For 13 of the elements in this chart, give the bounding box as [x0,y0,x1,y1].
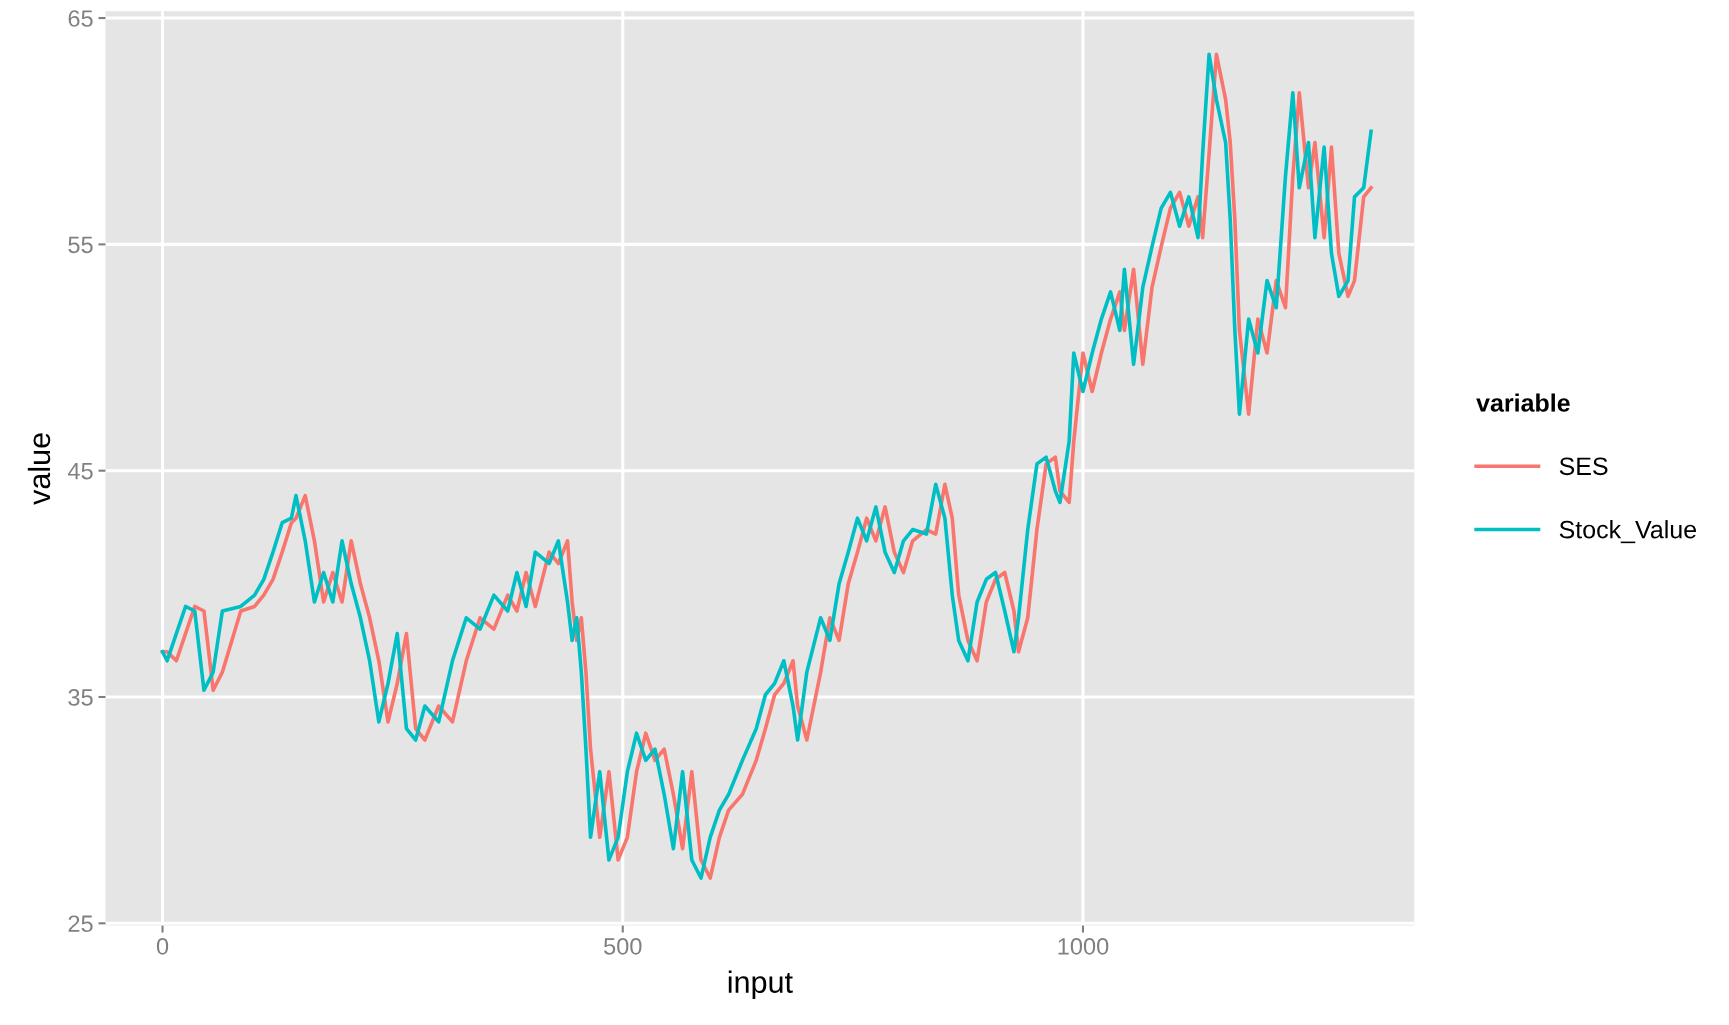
y-tick-label: 55 [68,236,93,254]
legend-label: Stock_Value [1559,520,1696,544]
x-tick-label: 1000 [1058,938,1109,955]
x-tick-label: 500 [604,938,642,955]
y-tick-label: 35 [68,689,93,706]
legend-label: SES [1559,457,1608,476]
legend-title: variable [1476,393,1570,412]
x-tick-label: 0 [156,938,169,955]
y-tick-label: 65 [68,10,93,27]
y-axis-title: value [27,433,51,505]
x-axis-title: input [728,970,793,999]
y-tick-label: 25 [68,915,93,933]
y-tick-label: 45 [67,463,93,480]
